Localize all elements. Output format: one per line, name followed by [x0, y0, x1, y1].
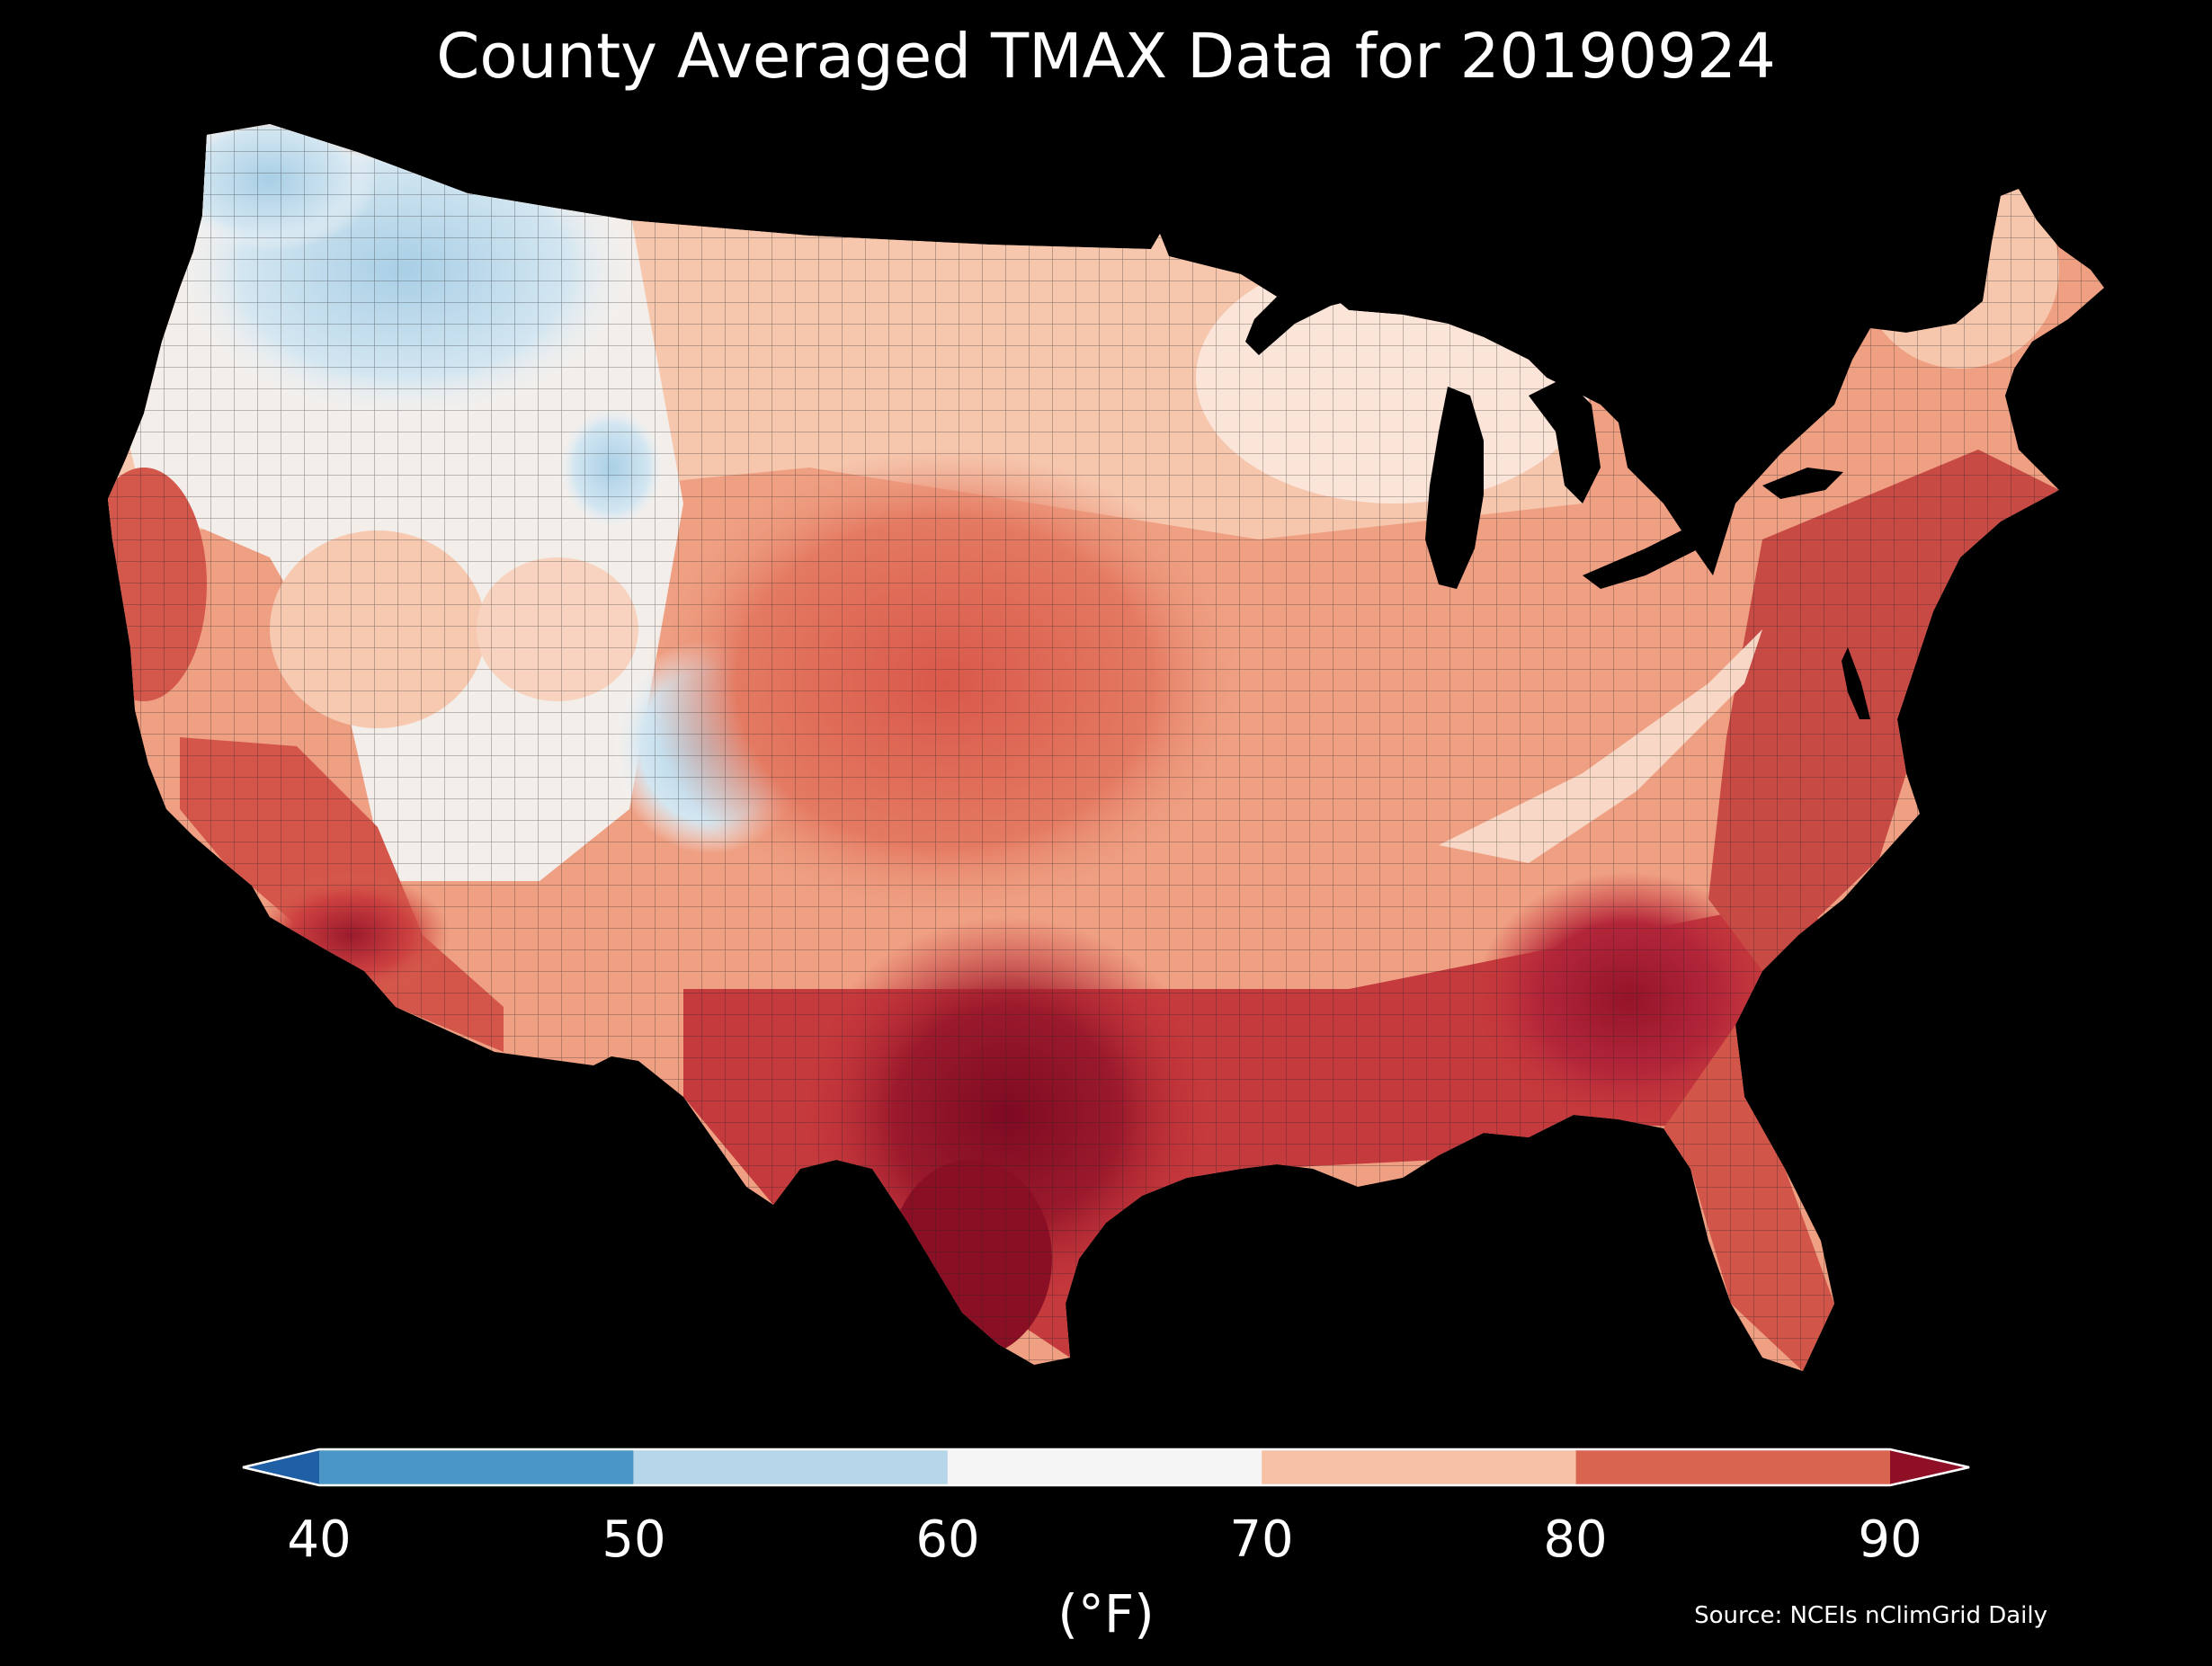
colorbar-tick-label: 60 [915, 1510, 980, 1569]
source-note: Source: NCEIs nClimGrid Daily [1694, 1602, 2047, 1629]
colorbar-bin [1890, 1449, 1969, 1485]
lake-superior [1245, 286, 1367, 355]
lake-michigan [1425, 387, 1484, 589]
colorbar-bin [243, 1449, 319, 1485]
colorbar-tick-label: 40 [287, 1510, 352, 1569]
colorbar-bin [1262, 1449, 1577, 1485]
colorbar-bin [1575, 1449, 1891, 1485]
lake-huron [1529, 378, 1601, 503]
lake-ontario [1762, 468, 1843, 499]
colorbar-tick-label: 70 [1229, 1510, 1294, 1569]
colorbar-tick-label: 80 [1543, 1510, 1608, 1569]
lake-erie [1583, 521, 1726, 589]
chesapeake-bay [1842, 647, 1870, 719]
colorbar-bin [633, 1449, 949, 1485]
colorbar-tick-label: 90 [1858, 1510, 1922, 1569]
colorbar-label: (°F) [1057, 1583, 1155, 1644]
colorbar-bin [947, 1449, 1262, 1485]
colorbar-bin [319, 1449, 634, 1485]
colorbar-tick-label: 50 [602, 1510, 666, 1569]
map-title: County Averaged TMAX Data for 20190924 [436, 21, 1776, 93]
